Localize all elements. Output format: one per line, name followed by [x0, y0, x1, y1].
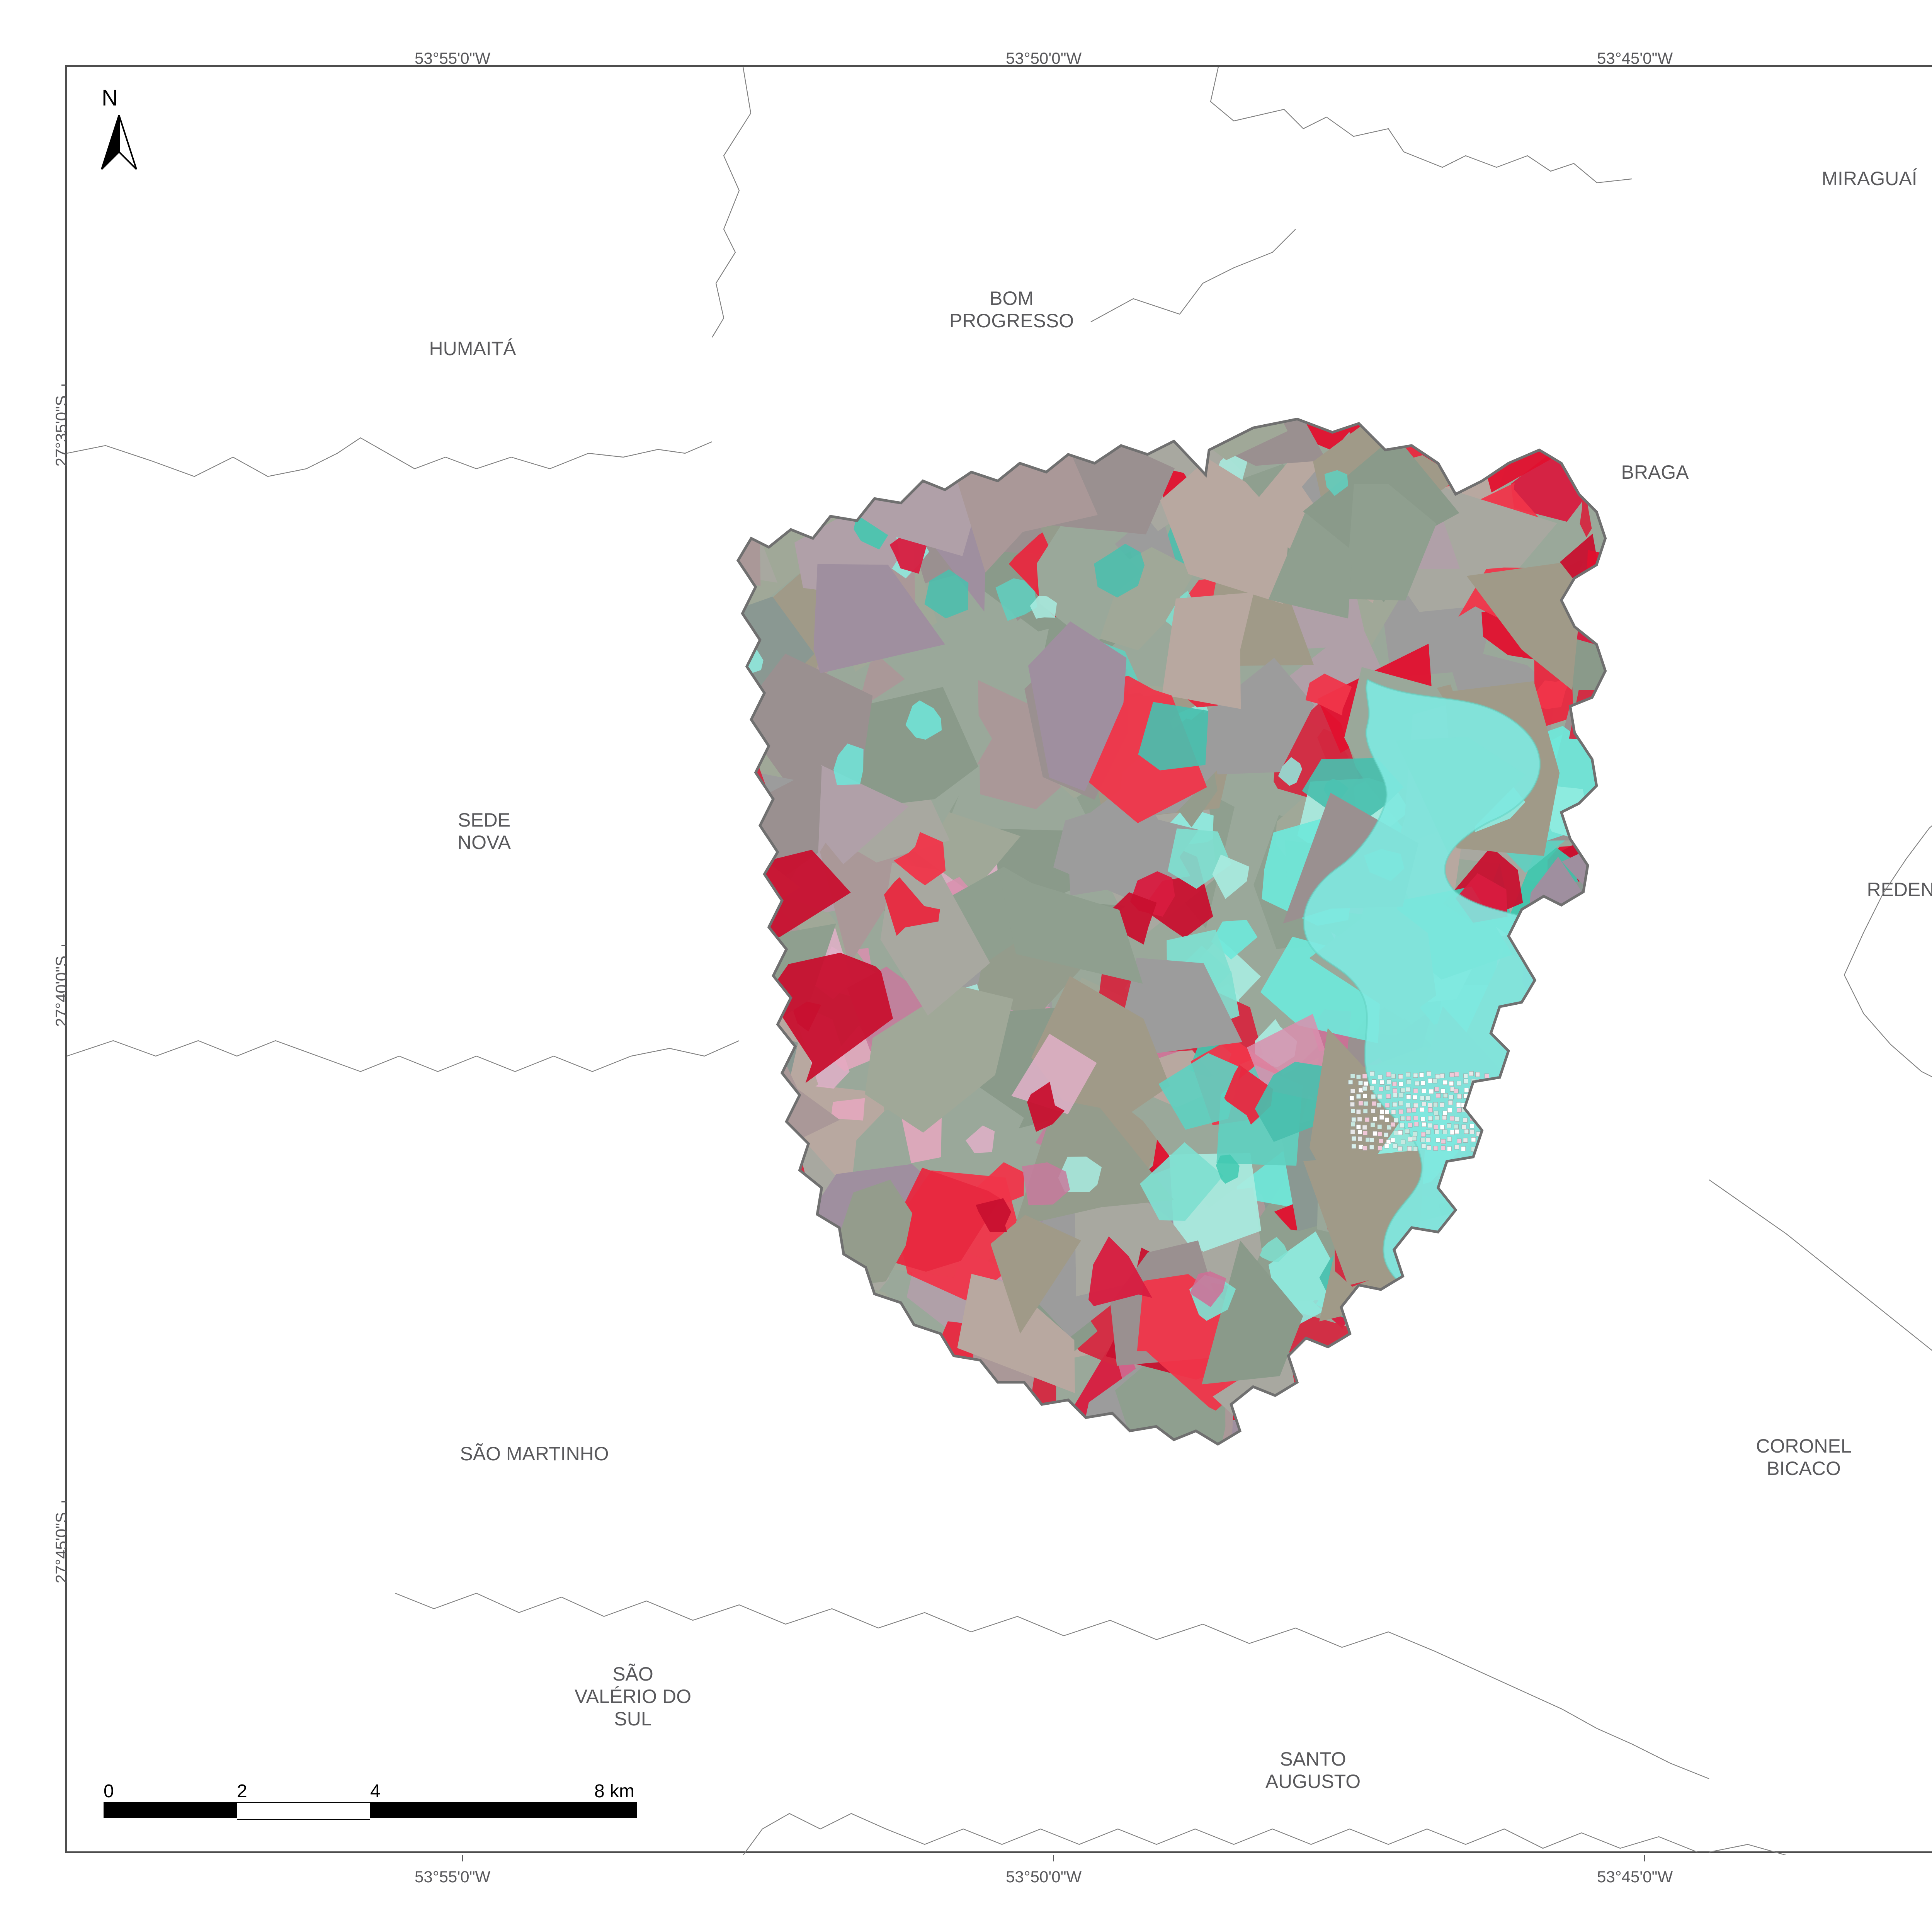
svg-text:N: N: [102, 88, 118, 111]
